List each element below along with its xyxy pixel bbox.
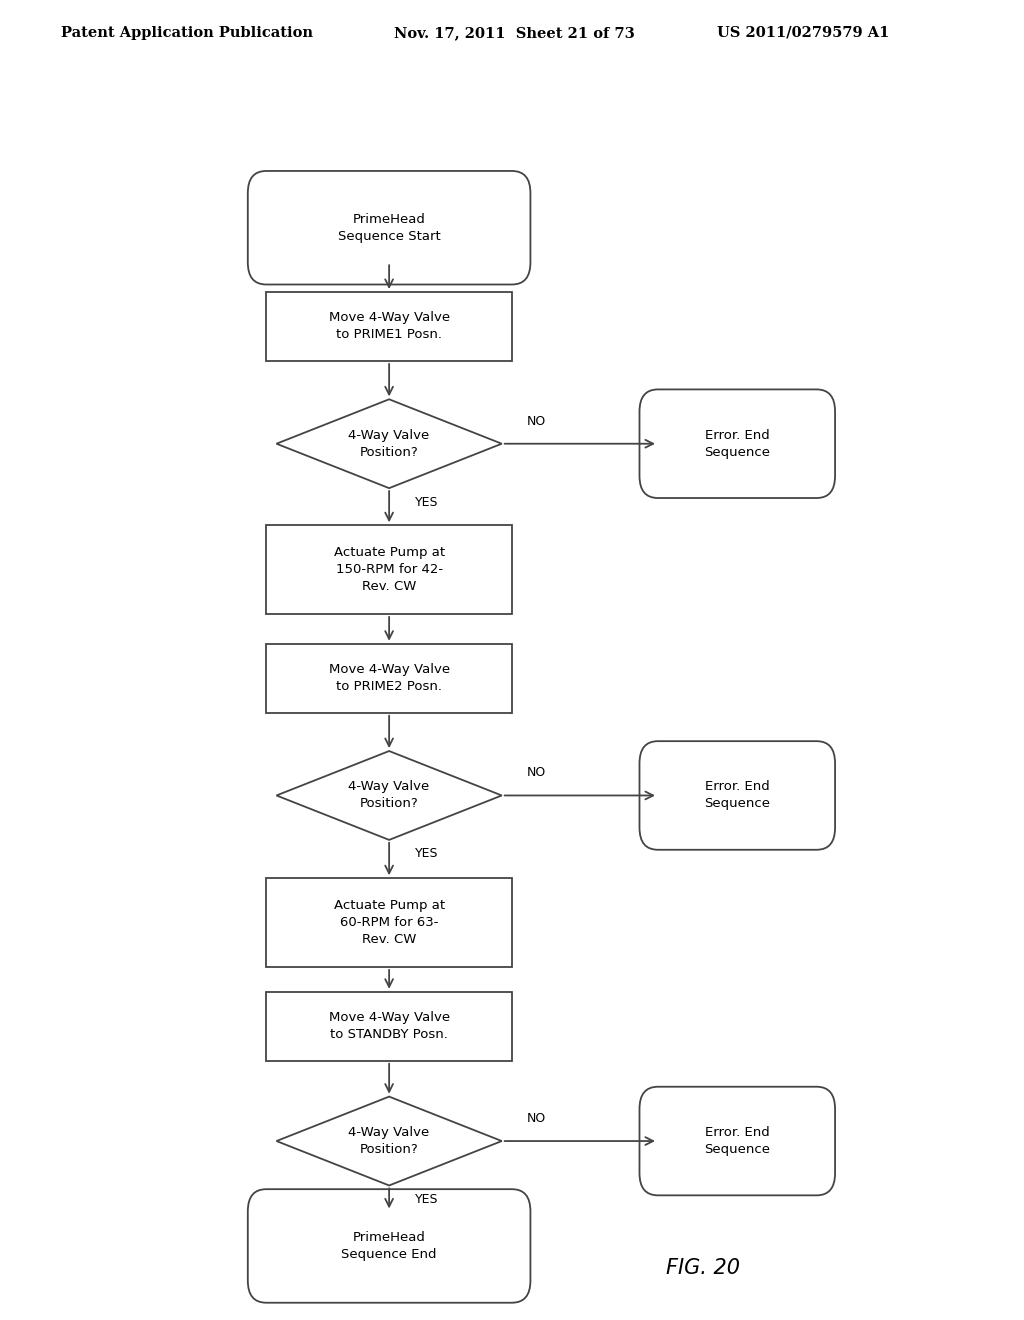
Text: 4-Way Valve
Position?: 4-Way Valve Position? xyxy=(348,780,430,810)
Bar xyxy=(266,525,512,614)
FancyBboxPatch shape xyxy=(639,389,835,498)
Polygon shape xyxy=(276,751,502,840)
Text: 4-Way Valve
Position?: 4-Way Valve Position? xyxy=(348,429,430,459)
Bar xyxy=(266,878,512,968)
Text: NO: NO xyxy=(526,1111,546,1125)
Text: YES: YES xyxy=(415,847,438,861)
Text: Actuate Pump at
60-RPM for 63-
Rev. CW: Actuate Pump at 60-RPM for 63- Rev. CW xyxy=(334,899,444,946)
Text: Actuate Pump at
150-RPM for 42-
Rev. CW: Actuate Pump at 150-RPM for 42- Rev. CW xyxy=(334,546,444,593)
Text: PrimeHead
Sequence Start: PrimeHead Sequence Start xyxy=(338,213,440,243)
Bar xyxy=(266,991,512,1061)
Text: YES: YES xyxy=(415,1193,438,1206)
Text: YES: YES xyxy=(415,495,438,508)
Text: Error. End
Sequence: Error. End Sequence xyxy=(705,429,770,459)
Text: US 2011/0279579 A1: US 2011/0279579 A1 xyxy=(717,26,889,40)
Text: Move 4-Way Valve
to STANDBY Posn.: Move 4-Way Valve to STANDBY Posn. xyxy=(329,1011,450,1041)
Text: Error. End
Sequence: Error. End Sequence xyxy=(705,780,770,810)
Text: FIG. 20: FIG. 20 xyxy=(666,1258,739,1278)
Text: Nov. 17, 2011  Sheet 21 of 73: Nov. 17, 2011 Sheet 21 of 73 xyxy=(394,26,635,40)
Text: NO: NO xyxy=(526,414,546,428)
Polygon shape xyxy=(276,399,502,488)
Text: Patent Application Publication: Patent Application Publication xyxy=(61,26,313,40)
Text: Error. End
Sequence: Error. End Sequence xyxy=(705,1126,770,1156)
Bar xyxy=(266,292,512,362)
Polygon shape xyxy=(276,1097,502,1185)
Text: 4-Way Valve
Position?: 4-Way Valve Position? xyxy=(348,1126,430,1156)
FancyBboxPatch shape xyxy=(248,172,530,285)
Text: PrimeHead
Sequence End: PrimeHead Sequence End xyxy=(341,1232,437,1261)
Text: Move 4-Way Valve
to PRIME1 Posn.: Move 4-Way Valve to PRIME1 Posn. xyxy=(329,312,450,342)
FancyBboxPatch shape xyxy=(248,1189,530,1303)
FancyBboxPatch shape xyxy=(639,741,835,850)
Bar xyxy=(266,644,512,713)
FancyBboxPatch shape xyxy=(639,1086,835,1196)
Text: NO: NO xyxy=(526,767,546,779)
Text: Move 4-Way Valve
to PRIME2 Posn.: Move 4-Way Valve to PRIME2 Posn. xyxy=(329,663,450,693)
